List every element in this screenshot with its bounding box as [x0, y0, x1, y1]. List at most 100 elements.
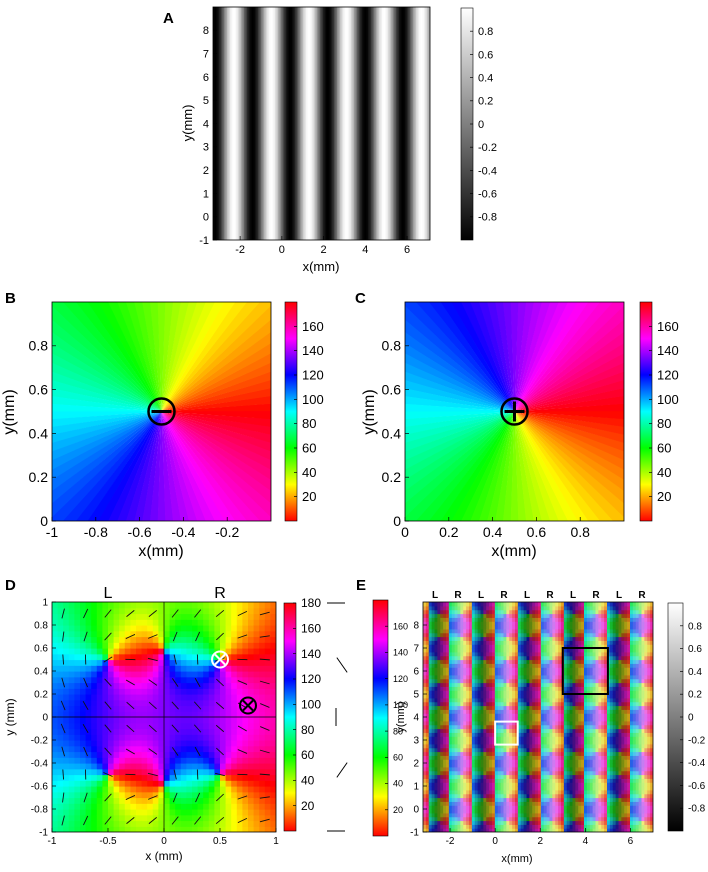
combined-cell	[509, 655, 513, 661]
combined-cell	[480, 728, 484, 733]
orientation-cell	[242, 676, 249, 684]
orientation-cell	[180, 820, 187, 827]
orientation-cell	[102, 757, 109, 764]
combined-cell	[434, 648, 438, 653]
combined-cell	[448, 812, 453, 818]
panel-letter-e: E	[356, 577, 366, 594]
orientation-cell	[80, 665, 87, 672]
orientation-cell	[136, 768, 143, 776]
orientation-cell	[119, 734, 126, 741]
orientation-cell	[203, 751, 210, 758]
combined-cell	[526, 617, 530, 622]
orientation-cell	[124, 780, 131, 787]
orientation-cell	[253, 745, 260, 753]
combined-cell	[428, 621, 433, 626]
combined-cell	[471, 605, 476, 611]
combined-cell	[466, 613, 470, 618]
orientation-wedge	[514, 302, 578, 412]
orientation-cell	[169, 682, 176, 689]
combined-cell	[431, 759, 436, 764]
orientation-cell	[169, 619, 176, 626]
orientation-cell	[231, 826, 238, 832]
combined-cell	[437, 701, 441, 707]
combined-cell	[526, 694, 530, 699]
orientation-cell	[52, 705, 59, 712]
combined-cell	[520, 751, 525, 756]
combined-cell	[486, 774, 490, 779]
combined-cell	[469, 644, 473, 649]
combined-cell	[532, 751, 536, 756]
combined-cell	[492, 625, 496, 630]
orientation-cell	[52, 602, 59, 609]
combined-cell	[546, 786, 551, 791]
combined-cell	[532, 694, 536, 699]
combined-cell	[431, 786, 436, 791]
combined-cell	[509, 786, 513, 791]
combined-cell	[506, 736, 510, 741]
combined-cell	[535, 816, 539, 822]
combined-cell	[466, 659, 470, 664]
orientation-cell	[124, 602, 131, 609]
combined-cell	[526, 678, 530, 684]
combined-cell	[423, 663, 427, 668]
combined-cell	[486, 786, 490, 791]
grating-stripe	[377, 7, 380, 240]
combined-cell	[425, 636, 430, 641]
orientation-cell	[253, 768, 260, 776]
combined-cell	[486, 740, 490, 745]
orientation-cell	[113, 763, 120, 770]
combined-cell	[503, 717, 507, 722]
combined-cell	[538, 740, 542, 745]
orientation-cell	[63, 671, 70, 678]
orientation-cell	[147, 797, 154, 804]
combined-cell	[503, 651, 507, 657]
orientation-cell	[91, 688, 98, 695]
orientation-cell	[52, 636, 59, 643]
orientation-cell	[74, 648, 81, 655]
combined-cell	[451, 828, 456, 832]
orientation-cell	[259, 768, 266, 776]
combined-cell	[437, 625, 441, 630]
orientation-wedge	[514, 302, 527, 412]
orientation-cell	[180, 602, 187, 609]
combined-cell	[457, 690, 461, 695]
orientation-cell	[242, 630, 249, 638]
combined-cell	[486, 655, 490, 661]
combined-cell	[543, 801, 548, 806]
orientation-cell	[225, 630, 232, 638]
combined-cell	[463, 648, 467, 653]
orientation-cell	[68, 711, 75, 718]
combined-cell	[471, 701, 476, 707]
combined-cell	[535, 720, 539, 726]
combined-cell	[474, 655, 479, 661]
combined-cell	[428, 709, 433, 714]
combined-cell	[540, 709, 545, 714]
orientation-wedge	[514, 302, 568, 412]
combined-cell	[549, 644, 553, 649]
orientation-cell	[63, 653, 70, 661]
combined-cell	[471, 720, 476, 726]
combined-cell	[552, 663, 556, 668]
combined-cell	[489, 789, 493, 795]
orientation-cell	[158, 814, 165, 822]
orientation-cell	[158, 745, 165, 753]
orientation-cell	[225, 763, 232, 770]
orientation-cell	[242, 745, 249, 753]
combined-cell	[492, 644, 496, 649]
orientation-cell	[186, 786, 193, 793]
combined-cell	[474, 625, 479, 630]
orientation-cell	[74, 619, 81, 626]
combined-cell	[437, 720, 441, 726]
orientation-cell	[208, 613, 215, 620]
combined-cell	[500, 690, 505, 695]
orientation-cell	[186, 757, 193, 764]
combined-cell	[523, 713, 528, 718]
combined-cell	[440, 797, 444, 802]
combined-cell	[500, 736, 505, 741]
orientation-wedge	[161, 302, 225, 412]
combined-cell	[552, 640, 556, 645]
orientation-cell	[264, 653, 271, 661]
combined-cell	[526, 663, 530, 668]
combined-cell	[425, 701, 430, 707]
orientation-cell	[197, 780, 204, 787]
